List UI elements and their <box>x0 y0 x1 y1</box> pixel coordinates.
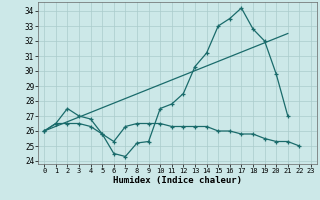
X-axis label: Humidex (Indice chaleur): Humidex (Indice chaleur) <box>113 176 242 185</box>
